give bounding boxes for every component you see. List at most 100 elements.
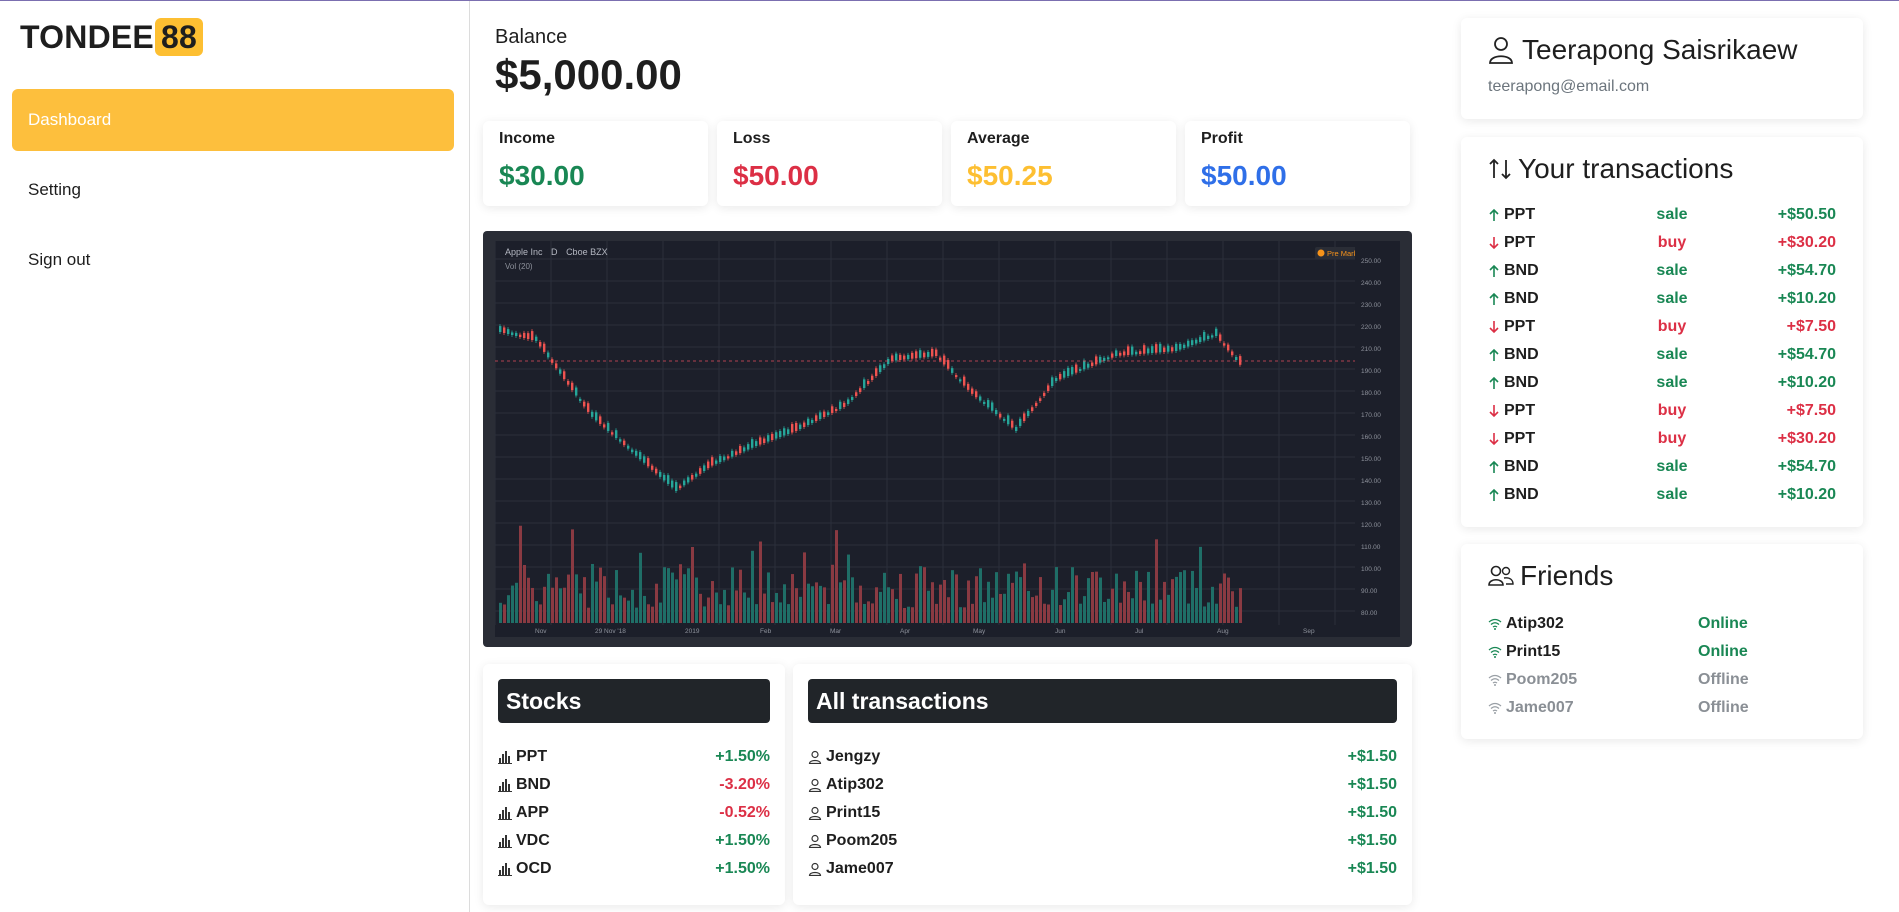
tx-symbol: PPT bbox=[1504, 318, 1536, 335]
stock-row[interactable]: PPT +1.50% bbox=[498, 743, 770, 771]
income-card: Income $30.00 bbox=[483, 121, 708, 206]
stock-row[interactable]: OCD +1.50% bbox=[498, 855, 770, 883]
candlestick-chart[interactable]: Apple Inc D Cboe BZX Vol (20) Pre Market… bbox=[495, 241, 1400, 637]
x-tick-label: Jun bbox=[1055, 628, 1066, 635]
your-transactions-list: PPT sale +$50.50 PPT buy +$30.20 BND sale +$54.7… bbox=[1488, 201, 1836, 509]
x-tick-label: Sep bbox=[1303, 628, 1315, 635]
wifi-icon bbox=[1488, 646, 1502, 658]
stat-label: Loss bbox=[733, 130, 771, 147]
stock-chart-widget[interactable]: Apple Inc D Cboe BZX Vol (20) Pre Market… bbox=[483, 231, 1412, 647]
stat-label: Average bbox=[967, 130, 1030, 147]
your-transaction-row[interactable]: BND sale +$10.20 bbox=[1488, 285, 1836, 313]
tx-symbol: BND bbox=[1504, 486, 1539, 503]
transaction-row[interactable]: Jengzy +$1.50 bbox=[808, 743, 1397, 771]
sidebar-item-sign-out[interactable]: Sign out bbox=[12, 229, 454, 291]
stock-change: -0.52% bbox=[719, 804, 770, 821]
arrow-up-icon bbox=[1489, 460, 1499, 473]
tx-type: sale bbox=[1656, 290, 1688, 307]
friend-status: Online bbox=[1698, 643, 1748, 660]
arrow-down-icon bbox=[1489, 237, 1499, 250]
stat-label: Income bbox=[499, 130, 556, 147]
tx-symbol: BND bbox=[1504, 262, 1539, 279]
y-tick-label: 170.00 bbox=[1361, 412, 1381, 419]
user-icon bbox=[808, 834, 822, 848]
sidebar-item-label: Dashboard bbox=[28, 110, 112, 129]
all-transactions-list: Jengzy +$1.50 Atip302 +$1.50 Print15 +$1… bbox=[808, 743, 1397, 883]
sidebar-item-setting[interactable]: Setting bbox=[12, 159, 454, 221]
transaction-row[interactable]: Print15 +$1.50 bbox=[808, 799, 1397, 827]
your-transactions-panel: Your transactions PPT sale +$50.50 PPT buy +$… bbox=[1461, 137, 1863, 527]
your-transaction-row[interactable]: BND sale +$10.20 bbox=[1488, 369, 1836, 397]
your-transaction-row[interactable]: PPT sale +$50.50 bbox=[1488, 201, 1836, 229]
friend-name: Poom205 bbox=[1506, 671, 1578, 688]
y-tick-label: 140.00 bbox=[1361, 478, 1381, 485]
arrow-down-icon bbox=[1489, 321, 1499, 334]
user-icon bbox=[808, 862, 822, 876]
tx-symbol: BND bbox=[1504, 458, 1539, 475]
transaction-user: Print15 bbox=[826, 804, 881, 821]
stock-change: +1.50% bbox=[715, 748, 770, 765]
stock-symbol: VDC bbox=[516, 832, 550, 849]
y-tick-label: 250.00 bbox=[1361, 258, 1381, 265]
tx-type: buy bbox=[1657, 430, 1687, 447]
sidebar-item-dashboard[interactable]: Dashboard bbox=[12, 89, 454, 151]
y-tick-label: 110.00 bbox=[1361, 544, 1381, 551]
tx-type: sale bbox=[1656, 486, 1688, 503]
friend-row[interactable]: Atip302 Online bbox=[1488, 610, 1836, 638]
your-transaction-row[interactable]: PPT buy +$7.50 bbox=[1488, 313, 1836, 341]
tx-type: buy bbox=[1657, 402, 1687, 419]
your-transaction-row[interactable]: BND sale +$54.70 bbox=[1488, 453, 1836, 481]
friends-title: Friends bbox=[1520, 560, 1614, 591]
transaction-row[interactable]: Jame007 +$1.50 bbox=[808, 855, 1397, 883]
chart-exchange: Cboe BZX bbox=[566, 247, 608, 257]
your-transaction-row[interactable]: BND sale +$10.20 bbox=[1488, 481, 1836, 509]
arrow-down-icon bbox=[1489, 405, 1499, 418]
tx-amount: +$10.20 bbox=[1777, 374, 1836, 391]
friends-panel: Friends Atip302 Online Print15 Online Poom20… bbox=[1461, 544, 1863, 739]
friend-name: Jame007 bbox=[1506, 699, 1574, 716]
your-transaction-row[interactable]: PPT buy +$30.20 bbox=[1488, 425, 1836, 453]
balance-value: $5,000.00 bbox=[495, 51, 682, 98]
friend-row[interactable]: Poom205 Offline bbox=[1488, 666, 1836, 694]
brand-logo[interactable]: TONDEE 88 bbox=[20, 18, 203, 56]
loss-card: Loss $50.00 bbox=[717, 121, 942, 206]
transaction-row[interactable]: Poom205 +$1.50 bbox=[808, 827, 1397, 855]
your-transaction-row[interactable]: PPT buy +$30.20 bbox=[1488, 229, 1836, 257]
all-transactions-panel: All transactions Jengzy +$1.50 Atip302 +… bbox=[793, 664, 1412, 905]
y-tick-label: 100.00 bbox=[1361, 566, 1381, 573]
your-transaction-row[interactable]: BND sale +$54.70 bbox=[1488, 341, 1836, 369]
your-transaction-row[interactable]: BND sale +$54.70 bbox=[1488, 257, 1836, 285]
tx-symbol: BND bbox=[1504, 374, 1539, 391]
y-tick-label: 180.00 bbox=[1361, 390, 1381, 397]
your-transaction-row[interactable]: PPT buy +$7.50 bbox=[1488, 397, 1836, 425]
pre-market-badge: Pre Market bbox=[1327, 249, 1365, 258]
stock-row[interactable]: VDC +1.50% bbox=[498, 827, 770, 855]
stock-row[interactable]: BND -3.20% bbox=[498, 771, 770, 799]
tx-symbol: BND bbox=[1504, 290, 1539, 307]
x-tick-label: Nov bbox=[535, 628, 547, 635]
stock-symbol: PPT bbox=[516, 748, 548, 765]
friend-status: Offline bbox=[1698, 671, 1749, 688]
x-tick-label: Jul bbox=[1135, 628, 1144, 635]
arrow-up-icon bbox=[1489, 208, 1499, 221]
bar-chart-icon bbox=[498, 807, 512, 820]
tx-type: buy bbox=[1657, 234, 1687, 251]
friend-row[interactable]: Print15 Online bbox=[1488, 638, 1836, 666]
y-tick-label: 120.00 bbox=[1361, 522, 1381, 529]
tx-type: sale bbox=[1656, 346, 1688, 363]
x-tick-label: 2019 bbox=[685, 628, 700, 635]
wifi-icon bbox=[1488, 674, 1502, 686]
tx-symbol: PPT bbox=[1504, 402, 1536, 419]
stock-row[interactable]: APP -0.52% bbox=[498, 799, 770, 827]
bar-chart-icon bbox=[498, 779, 512, 792]
arrow-up-icon bbox=[1489, 376, 1499, 389]
chart-symbol: Apple Inc bbox=[505, 247, 543, 257]
arrow-up-icon bbox=[1489, 488, 1499, 501]
tx-type: buy bbox=[1657, 318, 1687, 335]
user-icon bbox=[808, 750, 822, 764]
friend-row[interactable]: Jame007 Offline bbox=[1488, 694, 1836, 722]
stat-value: $50.00 bbox=[1201, 160, 1287, 191]
transaction-row[interactable]: Atip302 +$1.50 bbox=[808, 771, 1397, 799]
y-tick-label: 210.00 bbox=[1361, 346, 1381, 353]
profile-name: Teerapong Saisrikaew bbox=[1522, 34, 1798, 65]
